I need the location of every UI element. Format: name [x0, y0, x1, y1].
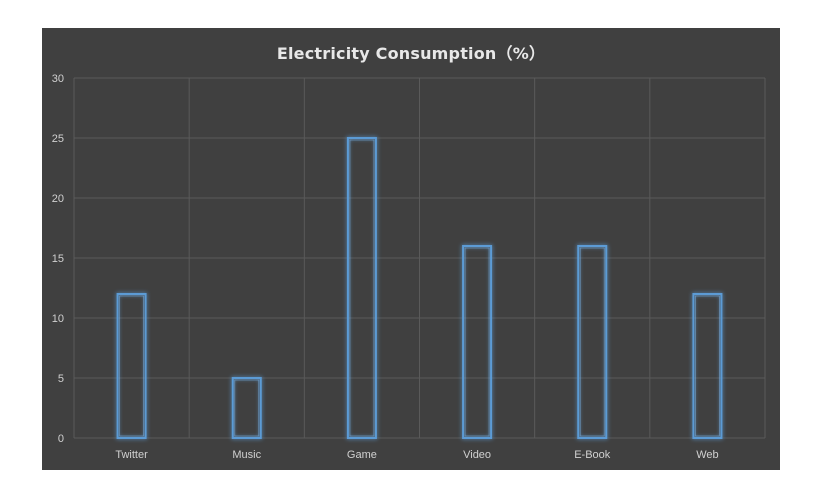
- y-tick-label: 15: [52, 253, 64, 265]
- y-tick-label: 5: [58, 373, 64, 385]
- bar-e-book: [577, 245, 608, 439]
- x-tick-label: Game: [347, 449, 377, 461]
- bar-web: [692, 293, 723, 439]
- chart-title: Electricity Consumption（%）: [276, 44, 546, 63]
- plot-area: 0 5 10 15 20 25 30 Twitter Music Game Video E-Book W…: [52, 73, 766, 461]
- bar-inner-edge: [464, 247, 490, 437]
- x-tick-label: Web: [696, 449, 718, 461]
- bar-inner-edge: [579, 247, 605, 437]
- x-tick-label: Music: [232, 449, 261, 461]
- x-tick-label: Twitter: [115, 449, 148, 461]
- chart-panel: Electricity Consumption（%） 0 5 10 15 20 25 30 T…: [42, 28, 780, 470]
- y-tick-label: 20: [52, 193, 64, 205]
- bar-twitter: [116, 293, 147, 439]
- y-tick-label: 0: [58, 433, 64, 445]
- x-tick-label: E-Book: [574, 449, 611, 461]
- bar-game: [346, 137, 377, 439]
- y-tick-label: 30: [52, 73, 64, 85]
- bar-inner-edge: [234, 379, 260, 437]
- grid-layer: [73, 77, 766, 439]
- bar-inner-edge: [119, 295, 144, 437]
- bar-inner-edge: [695, 295, 720, 437]
- bar-video: [462, 245, 493, 439]
- bar-inner-edge: [349, 139, 375, 437]
- x-tick-label: Video: [463, 449, 491, 461]
- bar-layer: [116, 137, 723, 439]
- bar-music: [231, 377, 262, 439]
- label-layer: 0 5 10 15 20 25 30 Twitter Music Game Video E-Book W…: [52, 73, 719, 461]
- y-tick-label: 10: [52, 313, 64, 325]
- y-tick-label: 25: [52, 133, 64, 145]
